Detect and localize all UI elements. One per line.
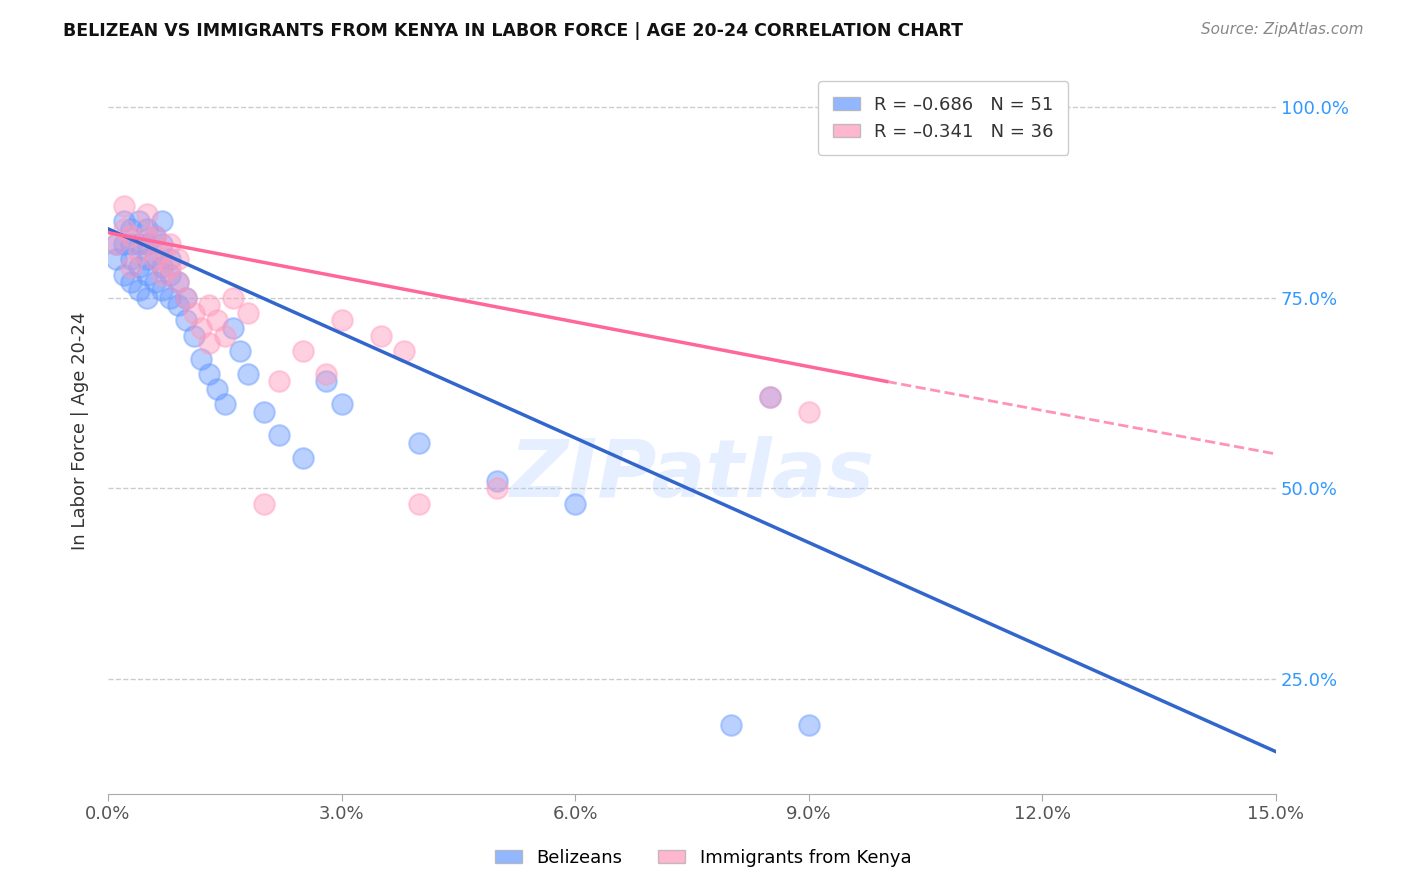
Point bbox=[759, 390, 782, 404]
Point bbox=[183, 328, 205, 343]
Point bbox=[198, 298, 221, 312]
Point bbox=[112, 268, 135, 282]
Point bbox=[128, 237, 150, 252]
Point bbox=[128, 244, 150, 259]
Point bbox=[167, 298, 190, 312]
Point bbox=[143, 275, 166, 289]
Point bbox=[143, 229, 166, 244]
Point bbox=[167, 275, 190, 289]
Point bbox=[759, 390, 782, 404]
Point bbox=[128, 260, 150, 274]
Point bbox=[128, 283, 150, 297]
Point bbox=[167, 252, 190, 267]
Point bbox=[135, 206, 157, 220]
Point bbox=[143, 229, 166, 244]
Point bbox=[159, 260, 181, 274]
Text: BELIZEAN VS IMMIGRANTS FROM KENYA IN LABOR FORCE | AGE 20-24 CORRELATION CHART: BELIZEAN VS IMMIGRANTS FROM KENYA IN LAB… bbox=[63, 22, 963, 40]
Point bbox=[104, 237, 127, 252]
Point bbox=[159, 252, 181, 267]
Text: ZIPatlas: ZIPatlas bbox=[509, 435, 875, 514]
Point bbox=[198, 367, 221, 381]
Point bbox=[135, 237, 157, 252]
Point bbox=[291, 450, 314, 465]
Y-axis label: In Labor Force | Age 20-24: In Labor Force | Age 20-24 bbox=[72, 312, 89, 550]
Point bbox=[269, 375, 291, 389]
Point bbox=[205, 313, 228, 327]
Point bbox=[253, 405, 276, 419]
Point bbox=[564, 497, 586, 511]
Point bbox=[392, 343, 415, 358]
Point bbox=[120, 252, 142, 267]
Point bbox=[269, 428, 291, 442]
Point bbox=[291, 343, 314, 358]
Point bbox=[315, 375, 337, 389]
Point bbox=[236, 367, 259, 381]
Point bbox=[135, 229, 157, 244]
Point bbox=[221, 291, 243, 305]
Point bbox=[135, 222, 157, 236]
Point bbox=[174, 313, 197, 327]
Point bbox=[143, 252, 166, 267]
Point bbox=[253, 497, 276, 511]
Point bbox=[135, 291, 157, 305]
Point bbox=[135, 252, 157, 267]
Legend: R = –0.686   N = 51, R = –0.341   N = 36: R = –0.686 N = 51, R = –0.341 N = 36 bbox=[818, 81, 1069, 155]
Point bbox=[174, 291, 197, 305]
Point bbox=[190, 351, 212, 366]
Point bbox=[120, 275, 142, 289]
Point bbox=[112, 214, 135, 228]
Point bbox=[183, 306, 205, 320]
Point bbox=[159, 237, 181, 252]
Point bbox=[104, 237, 127, 252]
Point bbox=[159, 268, 181, 282]
Point bbox=[486, 481, 509, 495]
Point bbox=[120, 222, 142, 236]
Point bbox=[797, 718, 820, 732]
Text: Source: ZipAtlas.com: Source: ZipAtlas.com bbox=[1201, 22, 1364, 37]
Point bbox=[112, 222, 135, 236]
Point bbox=[190, 321, 212, 335]
Point bbox=[214, 397, 236, 411]
Point bbox=[221, 321, 243, 335]
Point bbox=[159, 291, 181, 305]
Point bbox=[408, 435, 430, 450]
Point bbox=[104, 252, 127, 267]
Point bbox=[120, 237, 142, 252]
Point bbox=[120, 260, 142, 274]
Point bbox=[128, 214, 150, 228]
Point bbox=[408, 497, 430, 511]
Point bbox=[198, 336, 221, 351]
Point bbox=[152, 214, 174, 228]
Point bbox=[152, 237, 174, 252]
Point bbox=[797, 405, 820, 419]
Point bbox=[152, 244, 174, 259]
Point bbox=[143, 252, 166, 267]
Point bbox=[112, 199, 135, 213]
Point bbox=[229, 343, 252, 358]
Point bbox=[236, 306, 259, 320]
Point bbox=[112, 237, 135, 252]
Point bbox=[174, 291, 197, 305]
Point bbox=[486, 474, 509, 488]
Point bbox=[315, 367, 337, 381]
Point bbox=[152, 283, 174, 297]
Point bbox=[152, 268, 174, 282]
Point bbox=[205, 382, 228, 396]
Point bbox=[214, 328, 236, 343]
Point bbox=[370, 328, 392, 343]
Point bbox=[120, 229, 142, 244]
Point bbox=[720, 718, 742, 732]
Point bbox=[152, 260, 174, 274]
Point bbox=[167, 275, 190, 289]
Point bbox=[330, 313, 353, 327]
Legend: Belizeans, Immigrants from Kenya: Belizeans, Immigrants from Kenya bbox=[488, 842, 918, 874]
Point bbox=[330, 397, 353, 411]
Point bbox=[135, 268, 157, 282]
